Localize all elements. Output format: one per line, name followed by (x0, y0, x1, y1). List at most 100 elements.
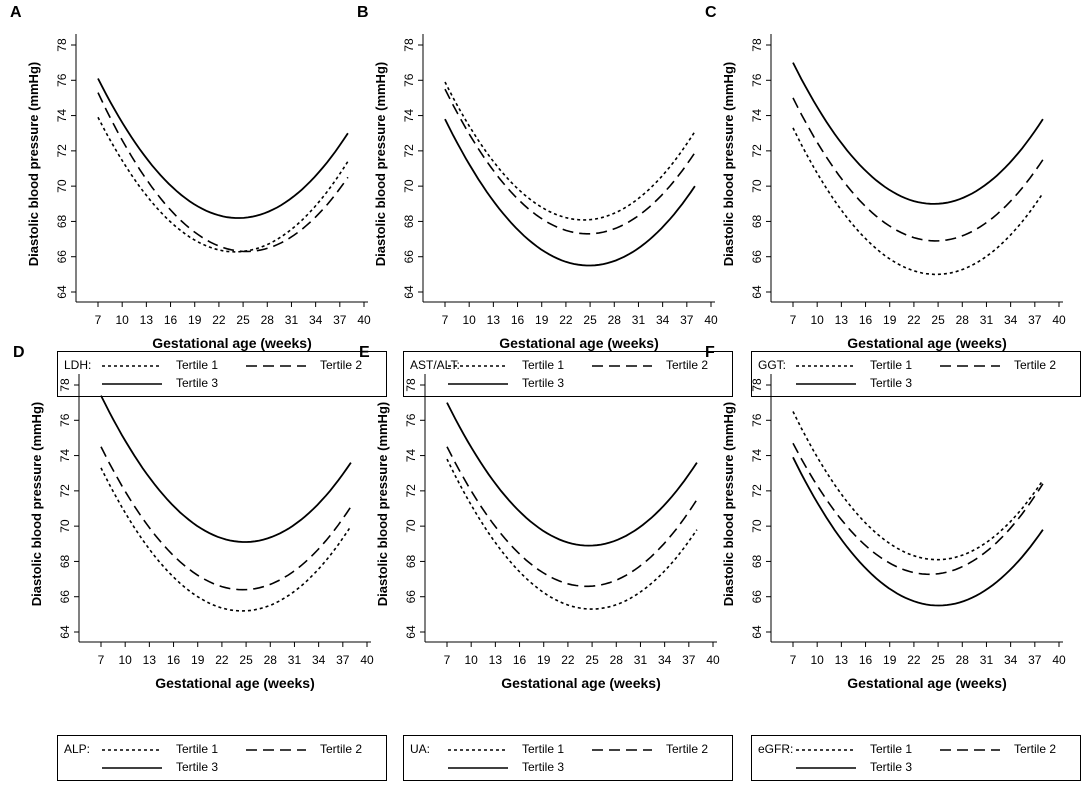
x-tick-label: 31 (285, 313, 299, 327)
y-tick-label: 64 (750, 625, 764, 639)
x-tick-label: 34 (656, 313, 670, 327)
x-tick-label: 7 (790, 313, 797, 327)
plot-svg: 64 66 68 70 72 74 76 78 7 10 13 16 19 22 25 28 31 34 37 40 G… (721, 374, 1066, 691)
x-tick-label: 10 (811, 313, 825, 327)
x-tick-label: 19 (883, 313, 897, 327)
y-tick-label: 76 (55, 73, 69, 87)
x-tick-label: 40 (360, 653, 374, 667)
legend-title: ALP: (64, 742, 91, 756)
x-tick-label: 34 (309, 313, 323, 327)
x-tick-label: 10 (116, 313, 130, 327)
y-tick-label: 74 (402, 109, 416, 123)
series-line-tertile-2 (446, 446, 698, 588)
y-tick-label: 66 (58, 590, 72, 604)
x-axis-label: Gestational age (weeks) (152, 335, 312, 351)
plot-svg: 64 66 68 70 72 74 76 78 7 10 13 16 19 22 25 28 31 34 37 40 G… (26, 34, 371, 351)
x-tick-label: 16 (513, 653, 527, 667)
x-tick-label: 25 (239, 653, 253, 667)
y-tick-label: 64 (55, 285, 69, 299)
y-axis-label: Diastolic blood pressure (mmHg) (375, 402, 390, 606)
series-line-tertile-1 (792, 411, 1044, 561)
legend-label: Tertile 2 (320, 742, 363, 756)
x-tick-label: 31 (980, 313, 994, 327)
y-tick-label: 70 (55, 179, 69, 193)
legend-label: Tertile 1 (522, 358, 565, 372)
y-tick-label: 64 (750, 285, 764, 299)
legend-label: Tertile 3 (870, 376, 913, 390)
legend-label: Tertile 3 (522, 760, 565, 774)
x-tick-label: 7 (95, 313, 102, 327)
y-tick-label: 78 (750, 38, 764, 52)
y-tick-label: 76 (58, 413, 72, 427)
legend-label: Tertile 3 (870, 760, 913, 774)
x-tick-label: 37 (1028, 313, 1042, 327)
y-tick-label: 72 (55, 144, 69, 158)
y-tick-label: 76 (750, 413, 764, 427)
x-tick-label: 13 (140, 313, 154, 327)
x-tick-label: 28 (956, 653, 970, 667)
x-tick-label: 13 (143, 653, 157, 667)
y-tick-label: 66 (402, 250, 416, 264)
y-tick-label: 74 (55, 109, 69, 123)
legend-label: Tertile 3 (176, 760, 219, 774)
y-tick-label: 68 (402, 214, 416, 228)
legend-label: Tertile 2 (666, 358, 709, 372)
x-tick-label: 40 (1052, 653, 1066, 667)
legend-swatch (796, 749, 856, 751)
y-axis-label: Diastolic blood pressure (mmHg) (29, 402, 44, 606)
x-tick-label: 16 (511, 313, 525, 327)
x-tick-label: 10 (463, 313, 477, 327)
legend: GGT: Tertile 1 Tertile 2 Tertile 3 (751, 351, 1081, 397)
x-tick-label: 31 (980, 653, 994, 667)
series-line-tertile-1 (100, 467, 352, 612)
x-tick-label: 40 (704, 313, 718, 327)
x-tick-label: 40 (1052, 313, 1066, 327)
legend-swatch (448, 383, 508, 385)
y-tick-label: 68 (404, 554, 418, 568)
x-tick-label: 28 (608, 313, 622, 327)
x-tick-label: 22 (215, 653, 229, 667)
plot-svg: 64 66 68 70 72 74 76 78 7 10 13 16 19 22 25 28 31 34 37 40 G… (721, 34, 1066, 351)
panel-letter: B (357, 4, 369, 21)
x-tick-label: 19 (188, 313, 202, 327)
x-tick-label: 40 (706, 653, 720, 667)
plot-svg: 64 66 68 70 72 74 76 78 7 10 13 16 19 22 25 28 31 34 37 40 G… (375, 374, 720, 691)
y-tick-label: 76 (404, 413, 418, 427)
x-tick-label: 25 (931, 653, 945, 667)
x-tick-label: 25 (236, 313, 250, 327)
y-tick-label: 78 (58, 378, 72, 392)
x-tick-label: 40 (357, 313, 371, 327)
plot-svg: 64 66 68 70 72 74 76 78 7 10 13 16 19 22 25 28 31 34 37 40 G… (29, 374, 374, 691)
legend-label: Tertile 2 (1014, 742, 1057, 756)
series-line-tertile-3 (446, 402, 698, 547)
chart-panel-c: C 64 66 68 70 72 74 76 78 7 10 13 16 19 22 25 28 31 34 37 40… (705, 4, 1066, 394)
x-tick-label: 10 (811, 653, 825, 667)
y-tick-label: 72 (750, 484, 764, 498)
x-tick-label: 22 (907, 653, 921, 667)
x-tick-label: 19 (191, 653, 205, 667)
panel-letter: F (705, 344, 715, 361)
series-line-tertile-3 (100, 395, 352, 543)
x-tick-label: 37 (680, 313, 694, 327)
y-tick-label: 66 (750, 250, 764, 264)
x-tick-label: 25 (931, 313, 945, 327)
legend-swatch (102, 749, 162, 751)
series-line-tertile-1 (444, 81, 696, 221)
x-tick-label: 19 (883, 653, 897, 667)
legend-title: AST/ALT: (410, 358, 460, 372)
y-tick-label: 74 (58, 449, 72, 463)
x-tick-label: 13 (835, 313, 849, 327)
legend-title: UA: (410, 742, 431, 756)
legend-title: LDH: (64, 358, 92, 372)
legend-swatch (448, 767, 508, 769)
panel-letter: C (705, 4, 717, 21)
x-tick-label: 25 (585, 653, 599, 667)
panel-letter: A (10, 4, 22, 21)
x-axis-label: Gestational age (weeks) (501, 675, 661, 691)
legend-label: Tertile 3 (522, 376, 565, 390)
y-tick-label: 78 (750, 378, 764, 392)
y-tick-label: 78 (55, 38, 69, 52)
x-tick-label: 16 (859, 313, 873, 327)
legend-swatch (940, 749, 1000, 751)
y-tick-label: 74 (404, 449, 418, 463)
